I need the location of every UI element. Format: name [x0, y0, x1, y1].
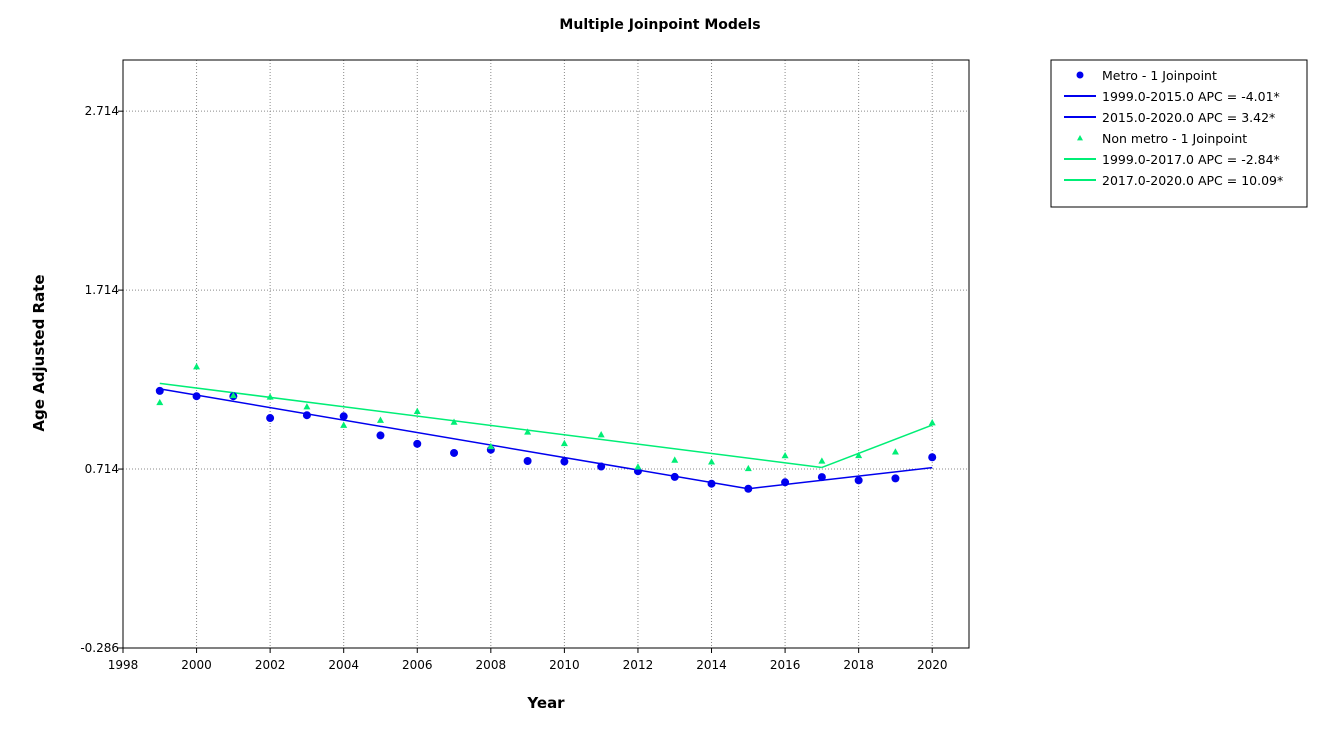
- non-metro-data-point: [193, 363, 201, 370]
- x-tick-label: 1998: [108, 658, 139, 672]
- metro-data-point: [670, 472, 679, 481]
- legend-label: Non metro - 1 Joinpoint: [1102, 131, 1247, 146]
- non-metro-data-point: [303, 403, 311, 410]
- plot-area-frame: [122, 59, 970, 649]
- fit-line: [159, 388, 749, 490]
- non-metro-data-point: [450, 418, 458, 425]
- fit-line: [821, 424, 933, 469]
- metro-data-point: [302, 411, 311, 420]
- metro-data-point: [707, 479, 716, 488]
- legend-label: 2015.0-2020.0 APC = 3.42*: [1102, 110, 1275, 125]
- legend-marker-metro: [1076, 71, 1084, 79]
- x-tick-label: 2002: [255, 658, 286, 672]
- non-metro-data-point: [487, 442, 495, 450]
- data-points: [155, 363, 937, 493]
- metro-data-point: [339, 412, 348, 421]
- metro-data-point: [155, 386, 164, 395]
- fit-line: [159, 382, 822, 469]
- non-metro-data-point: [560, 439, 568, 447]
- metro-data-point: [781, 478, 790, 487]
- chart-title: Multiple Joinpoint Models: [559, 17, 760, 33]
- metro-data-point: [192, 392, 201, 401]
- x-tick-label: 2020: [917, 658, 948, 672]
- legend: Metro - 1 Joinpoint 1999.0-2015.0 APC = -…: [1050, 59, 1308, 208]
- metro-data-point: [450, 448, 459, 457]
- non-metro-data-point: [708, 458, 716, 465]
- metro-data-point: [891, 474, 900, 483]
- non-metro-data-point: [266, 393, 274, 400]
- y-axis-label: Age Adjusted Rate: [30, 274, 48, 431]
- metro-data-point: [413, 439, 422, 448]
- y-axis: -0.286 0.714 1.714 2.714: [80, 104, 123, 655]
- fit-line: [748, 466, 933, 490]
- x-axis: 1998 2000 2002 2004 2006 2008 2010 2012 2014 2016…: [108, 648, 948, 672]
- x-tick-label: 2014: [696, 658, 727, 672]
- metro-data-point: [560, 457, 569, 466]
- x-tick-label: 2018: [843, 658, 874, 672]
- grid: [123, 60, 969, 648]
- x-tick-label: 2004: [328, 658, 359, 672]
- metro-data-point: [854, 476, 863, 485]
- non-metro-data-point: [855, 451, 863, 459]
- non-metro-data-point: [340, 421, 348, 428]
- y-tick-label: 1.714: [85, 283, 119, 297]
- metro-data-point: [817, 473, 826, 482]
- non-metro-data-point: [597, 431, 605, 438]
- legend-marker-non-metro: [1077, 135, 1083, 141]
- y-tick-label: 0.714: [85, 462, 119, 476]
- non-metro-data-point: [229, 391, 237, 399]
- fit-lines: [159, 382, 933, 490]
- legend-box: [1050, 59, 1308, 208]
- metro-data-point: [376, 431, 385, 440]
- x-tick-label: 2012: [623, 658, 654, 672]
- legend-label: Metro - 1 Joinpoint: [1102, 68, 1217, 83]
- legend-label: 1999.0-2015.0 APC = -4.01*: [1102, 89, 1280, 104]
- x-tick-label: 2000: [181, 658, 212, 672]
- non-metro-data-point: [818, 457, 826, 464]
- legend-label: 2017.0-2020.0 APC = 10.09*: [1102, 173, 1283, 188]
- metro-data-point: [523, 457, 532, 466]
- y-tick-label: -0.286: [80, 641, 119, 655]
- y-tick-label: 2.714: [85, 104, 119, 118]
- non-metro-data-point: [744, 464, 752, 472]
- non-metro-data-point: [781, 451, 789, 459]
- metro-data-point: [597, 462, 606, 471]
- non-metro-data-point: [891, 448, 899, 455]
- non-metro-data-point: [413, 407, 421, 415]
- x-tick-label: 2008: [476, 658, 507, 672]
- metro-data-point: [928, 453, 937, 462]
- non-metro-data-point: [634, 463, 642, 470]
- metro-data-point: [744, 484, 753, 493]
- non-metro-data-point: [928, 419, 936, 426]
- non-metro-data-point: [376, 416, 384, 423]
- x-tick-label: 2016: [770, 658, 801, 672]
- x-tick-label: 2006: [402, 658, 433, 672]
- x-tick-label: 2010: [549, 658, 580, 672]
- x-axis-label: Year: [526, 694, 565, 712]
- legend-label: 1999.0-2017.0 APC = -2.84*: [1102, 152, 1280, 167]
- non-metro-data-point: [156, 398, 164, 406]
- non-metro-data-point: [524, 428, 532, 435]
- non-metro-data-point: [671, 456, 679, 463]
- metro-data-point: [266, 414, 275, 423]
